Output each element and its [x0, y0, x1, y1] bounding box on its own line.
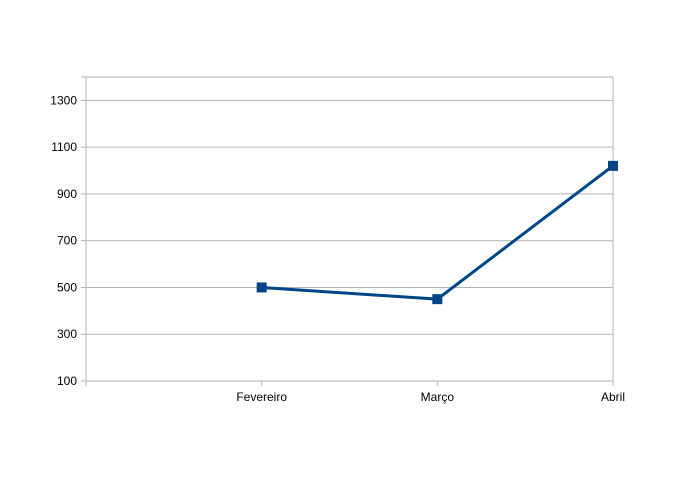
data-point-marker [608, 160, 618, 171]
y-tick-label: 300 [57, 327, 77, 341]
series-line [261, 164, 614, 301]
y-tick-label: 900 [57, 187, 77, 201]
y-tick-label: 100 [57, 374, 77, 388]
axes [81, 76, 614, 386]
grid-lines [86, 76, 613, 382]
y-tick-label: 700 [57, 234, 77, 248]
x-tick-label: Fevereiro [236, 390, 287, 404]
x-tick-label: Março [421, 390, 455, 404]
x-tick-label: Abril [601, 390, 625, 404]
y-tick-label: 500 [57, 280, 77, 294]
series [256, 160, 618, 305]
data-point-marker [256, 282, 267, 293]
data-point-marker [432, 294, 443, 305]
y-tick-label: 1100 [51, 140, 77, 154]
y-axis-tick-labels: 100 300 500 700 900 1100 1300 [50, 93, 77, 388]
x-axis-tick-labels: Fevereiro Março Abril [236, 390, 625, 404]
y-tick-label: 1300 [50, 93, 77, 107]
